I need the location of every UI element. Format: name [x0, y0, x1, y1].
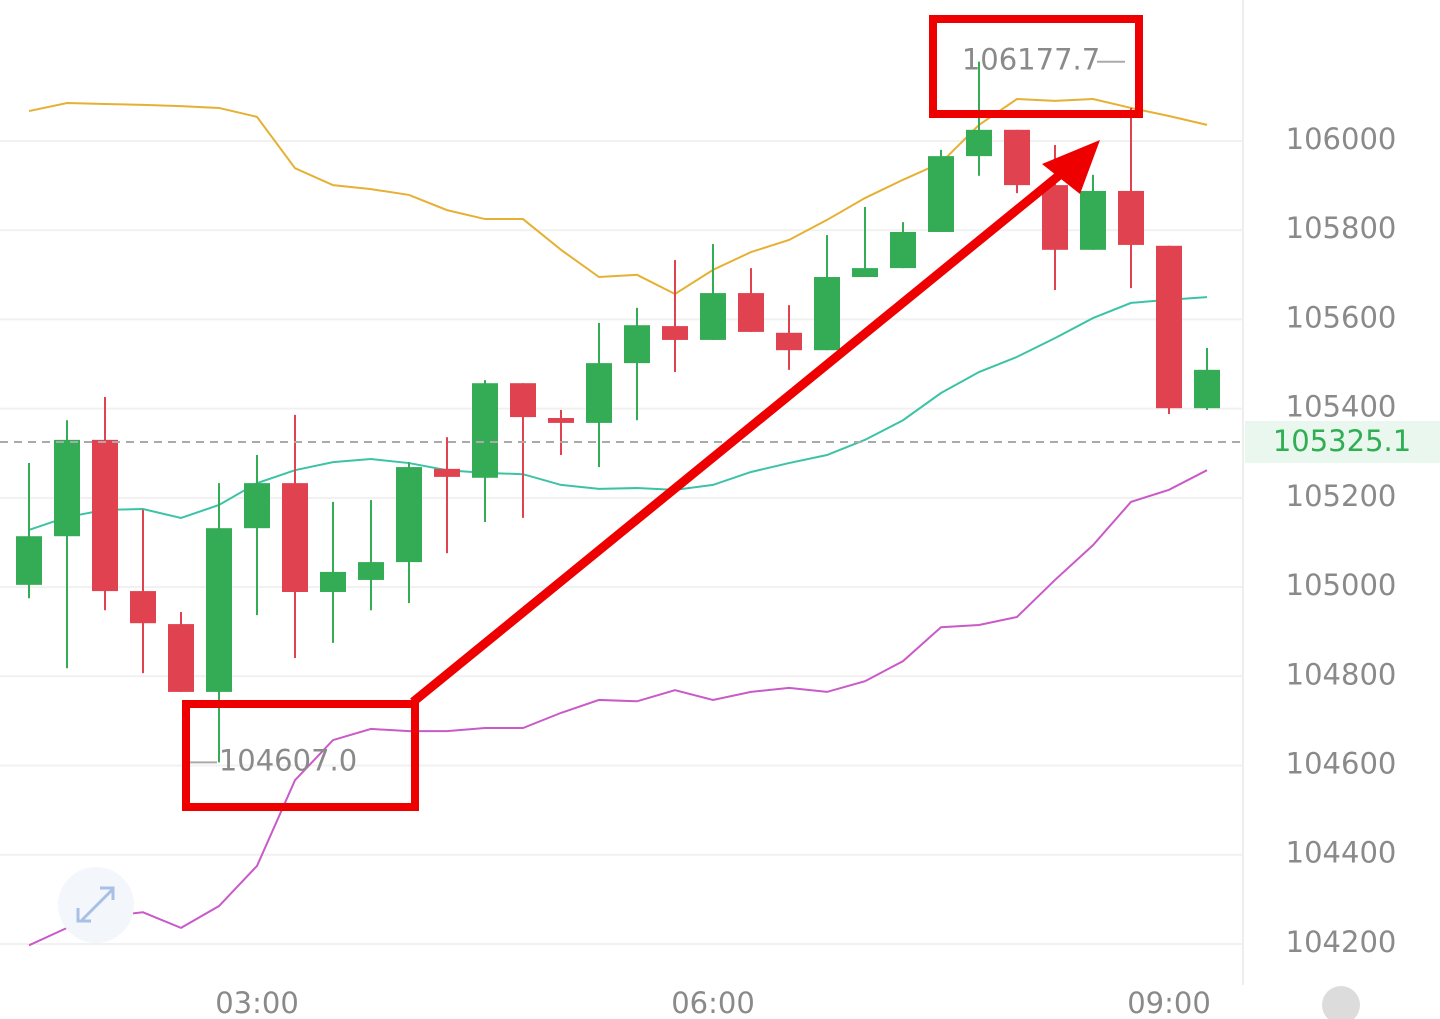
candle-body [206, 528, 232, 692]
candle-body [1156, 245, 1182, 409]
candle-body [510, 383, 536, 418]
expand-icon[interactable] [58, 867, 134, 943]
band-line [28, 98, 1208, 296]
candle-body [16, 536, 42, 585]
candle-body [358, 562, 384, 580]
candle-body [472, 383, 498, 478]
candle-body [966, 129, 992, 157]
candle-body [1194, 369, 1220, 409]
candle-body [320, 571, 346, 592]
candle-body [1118, 190, 1144, 245]
candle-body [662, 326, 688, 340]
candle-body [738, 293, 764, 332]
candle-body [92, 439, 118, 592]
candle-body [548, 418, 574, 423]
candles [16, 61, 1220, 763]
min-price-label: 104607.0 [219, 743, 357, 777]
current-price-label: 105325.1 [1273, 424, 1411, 458]
candle-body [396, 467, 422, 563]
arrow-head [1042, 140, 1100, 194]
candle-body [1042, 185, 1068, 250]
highlight-box [929, 15, 1143, 118]
grid [0, 139, 1243, 945]
candle-body [434, 468, 460, 477]
candle-body [282, 483, 308, 592]
candle-body [776, 332, 802, 351]
y-tick-label: 105000 [1286, 568, 1397, 602]
candle-body [852, 268, 878, 278]
max-price-label: 106177.7 [962, 43, 1100, 77]
x-tick-label: 09:00 [1127, 986, 1211, 1019]
y-tick-label: 104400 [1286, 836, 1397, 870]
y-tick-label: 104200 [1286, 925, 1397, 959]
band-line [28, 469, 1208, 947]
candle-body [890, 231, 916, 269]
candle-body [624, 325, 650, 364]
candle-body [244, 483, 270, 529]
highlight-box [182, 700, 419, 811]
candle-body [586, 363, 612, 423]
band-line [28, 296, 1208, 531]
y-tick-label: 104800 [1286, 657, 1397, 691]
annotation-overlay [182, 15, 1143, 811]
candle-body [814, 277, 840, 351]
candle-body [928, 156, 954, 232]
y-tick-label: 106000 [1286, 122, 1397, 156]
x-tick-label: 03:00 [215, 986, 299, 1019]
y-tick-label: 105200 [1286, 479, 1397, 513]
candle-body [54, 439, 80, 537]
x-tick-label: 06:00 [671, 986, 755, 1019]
bands [28, 98, 1208, 947]
candle-body [130, 591, 156, 624]
logo-circle [1322, 986, 1360, 1019]
y-tick-label: 105400 [1286, 390, 1397, 424]
candle-body [1004, 129, 1030, 186]
labels: 104200 104400 104600 104800 105000 105200 1054… [0, 43, 1440, 1019]
y-tick-label: 105600 [1286, 300, 1397, 334]
candle-body [1080, 190, 1106, 250]
y-tick-label: 105800 [1286, 211, 1397, 245]
arrow-line [410, 169, 1065, 706]
candle-body [168, 624, 194, 692]
current-price-bg [1245, 421, 1440, 464]
y-tick-label: 104600 [1286, 747, 1397, 781]
candle-body [700, 293, 726, 340]
